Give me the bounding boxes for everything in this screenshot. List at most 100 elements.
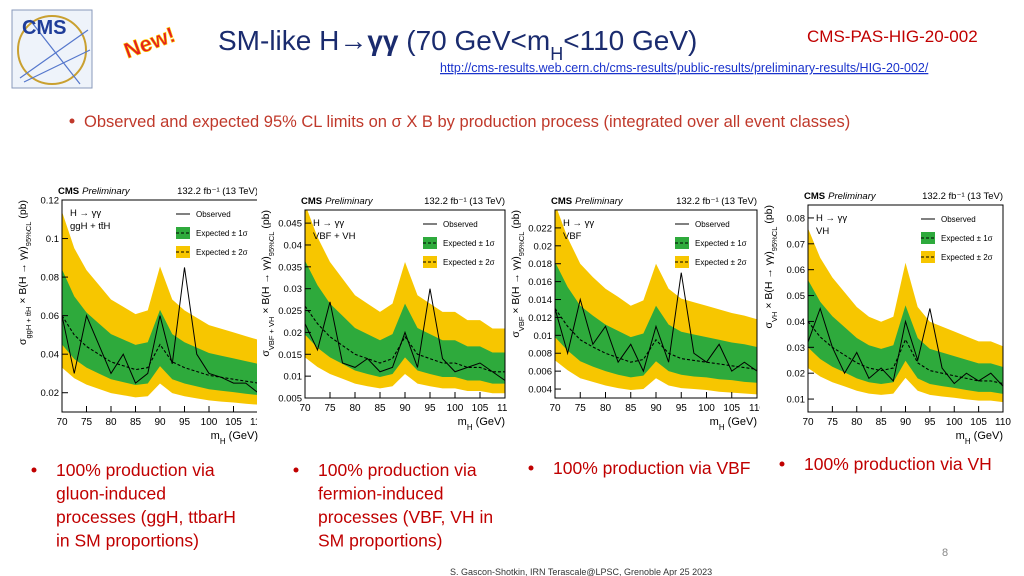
y-label-part: VBF + VH xyxy=(267,317,276,351)
x-tick-label: 90 xyxy=(154,417,166,428)
x-label-part: m xyxy=(710,416,719,428)
x-tick-label: 105 xyxy=(723,403,740,414)
x-tick-label: 95 xyxy=(179,417,191,428)
y-tick-label: 0.1 xyxy=(46,234,59,245)
observed-line xyxy=(62,267,258,394)
caption-bullet xyxy=(528,465,534,471)
reference: CMS-PAS-HIG-20-002 xyxy=(807,27,978,46)
legend-label: Expected ± 2σ xyxy=(196,248,248,257)
legend-label: Expected ± 1σ xyxy=(941,234,993,243)
preliminary-label: Preliminary xyxy=(828,191,877,202)
x-label-part: m xyxy=(956,430,965,442)
x-tick-label: 75 xyxy=(827,417,839,428)
x-tick-label: 75 xyxy=(324,403,336,414)
x-tick-label: 95 xyxy=(676,403,688,414)
plot-area xyxy=(62,211,258,405)
process-label: VH xyxy=(816,226,829,237)
y-tick-label: 0.05 xyxy=(787,291,806,302)
x-label-part: (GeV) xyxy=(971,430,1003,442)
title-part: γγ xyxy=(367,25,399,56)
plot-area xyxy=(305,210,505,394)
legend-label: Expected ± 2σ xyxy=(443,258,495,267)
url-link[interactable]: http://cms-results.web.cern.ch/cms-resul… xyxy=(440,61,929,75)
x-tick-label: 110 xyxy=(995,417,1011,428)
x-axis-label: mH (GeV) xyxy=(458,416,505,432)
observed-line xyxy=(808,306,1003,387)
process-label: VBF xyxy=(563,231,582,242)
y-axis-label: σVH × B(H → γγ)95%CL (pb) xyxy=(763,205,779,329)
y-tick-label: 0.012 xyxy=(528,313,552,324)
y-tick-label: 0.02 xyxy=(41,388,60,399)
y-axis-label: σggH + tt̄H × B(H → γγ)95%CL (pb) xyxy=(17,200,33,345)
title-part: H xyxy=(550,44,563,64)
x-tick-label: 80 xyxy=(600,403,612,414)
y-tick-label: 0.035 xyxy=(278,262,302,273)
caption-line: 100% production via VBF xyxy=(553,458,750,478)
bullet-dot xyxy=(69,118,75,124)
y-tick-label: 0.12 xyxy=(41,196,60,207)
x-label-part: (GeV) xyxy=(473,416,505,428)
x-tick-label: 80 xyxy=(349,403,361,414)
legend-label: Expected ± 2σ xyxy=(941,253,993,262)
y-tick-label: 0.04 xyxy=(41,350,60,361)
x-tick-label: 100 xyxy=(447,403,464,414)
lumi-label: 132.2 fb⁻¹ (13 TeV) xyxy=(424,196,505,207)
y-tick-label: 0.018 xyxy=(528,259,552,270)
x-label-part: (GeV) xyxy=(725,416,757,428)
y-label-part: × B(H → γγ) xyxy=(260,256,272,316)
caption-line: in SM proportions) xyxy=(56,531,199,551)
y-label-part: ggH + tt̄H xyxy=(24,307,33,339)
title-part: <110 GeV) xyxy=(563,25,697,56)
x-label-part: (GeV) xyxy=(226,430,258,442)
chart: 70 75 80 85 90 95 100 105 110 0.01 0.02 0.03 0.04 0.0… xyxy=(760,183,1011,446)
caption-line: 100% production via xyxy=(318,460,477,480)
caption-line: SM proportions) xyxy=(318,531,443,551)
x-tick-label: 105 xyxy=(970,417,987,428)
y-tick-label: 0.045 xyxy=(278,219,302,230)
x-label-part: H xyxy=(965,437,971,446)
process-label: H → γγ xyxy=(70,208,101,219)
logo-text: CMS xyxy=(22,17,66,39)
y-tick-label: 0.01 xyxy=(284,372,303,383)
y-tick-label: 0.01 xyxy=(787,395,806,406)
x-label-part: H xyxy=(719,423,725,432)
legend-label: Expected ± 2σ xyxy=(695,258,747,267)
process-label: H → γγ xyxy=(816,213,847,224)
y-axis-label: σVBF × B(H → γγ)95%CL (pb) xyxy=(510,210,526,338)
y-tick-label: 0.022 xyxy=(528,223,552,234)
y-tick-label: 0.005 xyxy=(278,394,302,405)
legend-label: Observed xyxy=(196,210,231,219)
y-label-part: 95%CL xyxy=(267,232,276,257)
logo-tracks xyxy=(19,19,91,85)
caption-bullet xyxy=(779,461,785,467)
caption-line: 100% production via VH xyxy=(804,454,992,474)
y-tick-label: 0.06 xyxy=(787,265,806,276)
x-tick-label: 90 xyxy=(399,403,411,414)
y-label-part: σ xyxy=(510,331,522,338)
caption-bullet xyxy=(293,467,299,473)
x-tick-label: 100 xyxy=(698,403,715,414)
expected-band xyxy=(555,261,757,383)
x-axis-label: mH (GeV) xyxy=(710,416,757,432)
x-axis-label: mH (GeV) xyxy=(211,430,258,446)
logo-ring xyxy=(17,15,87,85)
y-tick-label: 0.03 xyxy=(284,284,303,295)
plot-area xyxy=(555,210,757,395)
legend-label: Observed xyxy=(941,215,976,224)
y-label-part: 95%CL xyxy=(517,232,526,257)
process-label: VBF + VH xyxy=(313,231,356,242)
y-tick-label: 0.014 xyxy=(528,295,552,306)
chart: 70 75 80 85 90 95 100 105 110 0.005 0.01 0.015 0.02 0… xyxy=(257,188,513,432)
preliminary-label: Preliminary xyxy=(325,196,374,207)
title-part: → xyxy=(339,25,367,56)
legend-label: Observed xyxy=(695,220,730,229)
y-label-part: σ xyxy=(17,338,29,345)
y-tick-label: 0.01 xyxy=(534,331,553,342)
expected-line xyxy=(62,315,258,384)
y-tick-label: 0.04 xyxy=(787,317,806,328)
y-tick-label: 0.06 xyxy=(41,311,60,322)
legend-label: Expected ± 1σ xyxy=(695,239,747,248)
y-axis-label: σVBF + VH × B(H → γγ)95%CL (pb) xyxy=(260,210,276,357)
y-tick-label: 0.006 xyxy=(528,367,552,378)
process-label: ggH + tt̄H xyxy=(70,221,111,232)
